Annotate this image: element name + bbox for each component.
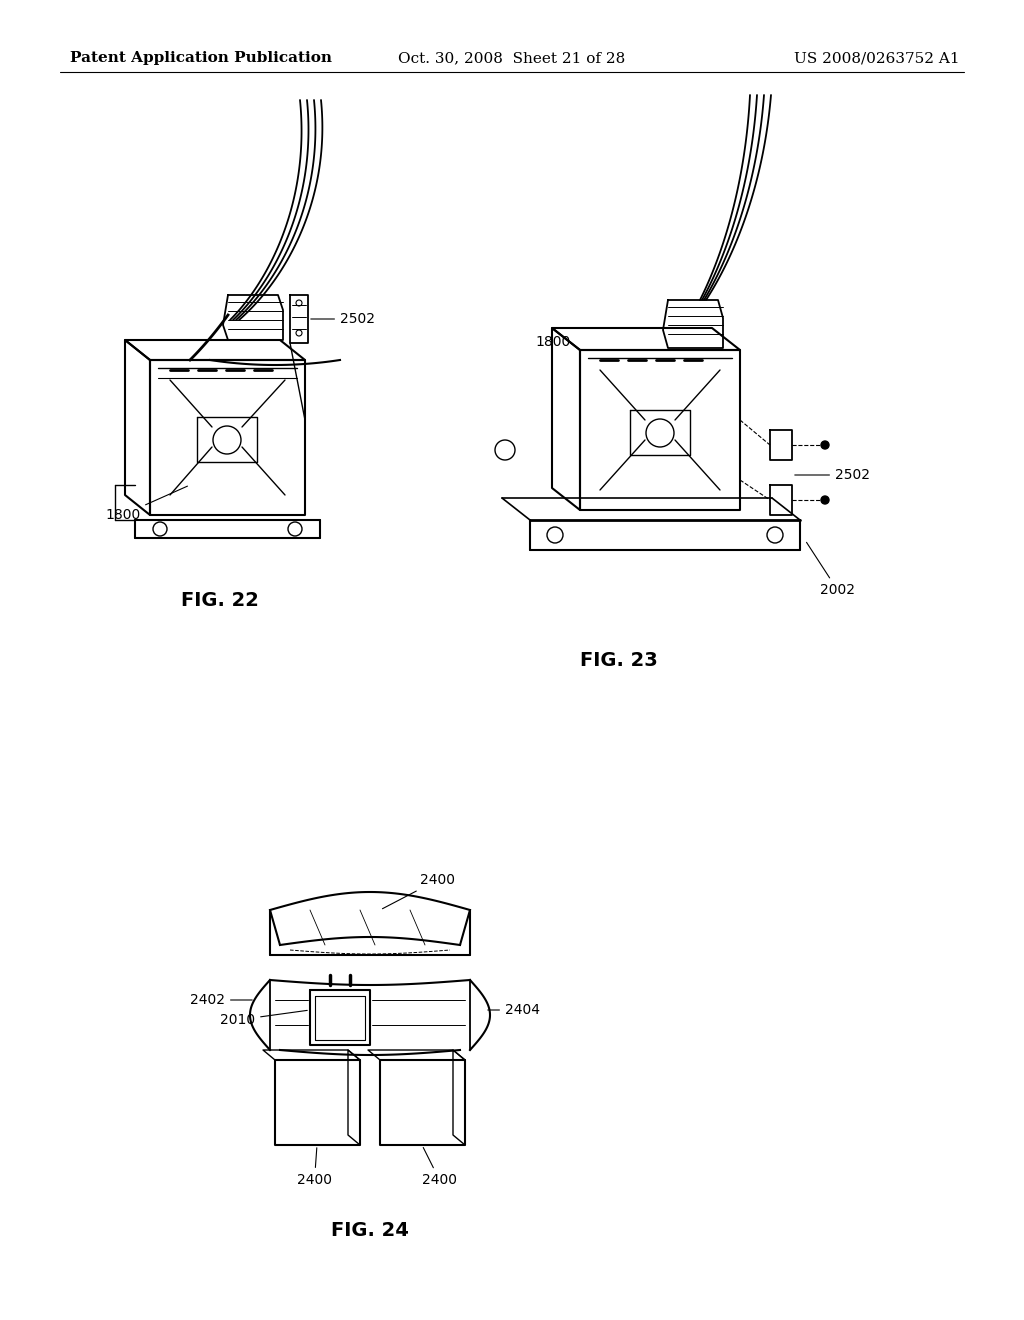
Text: Oct. 30, 2008  Sheet 21 of 28: Oct. 30, 2008 Sheet 21 of 28	[398, 51, 626, 65]
Text: 2404: 2404	[487, 1003, 540, 1016]
Text: 2400: 2400	[382, 873, 455, 908]
Text: US 2008/0263752 A1: US 2008/0263752 A1	[795, 51, 961, 65]
Text: 2502: 2502	[310, 312, 375, 326]
Text: 2400: 2400	[297, 1148, 332, 1187]
Text: 1800: 1800	[105, 486, 187, 521]
Circle shape	[821, 441, 829, 449]
Text: 2010: 2010	[220, 1010, 307, 1027]
Circle shape	[821, 496, 829, 504]
Text: FIG. 23: FIG. 23	[580, 651, 657, 669]
Text: 2502: 2502	[795, 469, 870, 482]
Text: 2402: 2402	[190, 993, 252, 1007]
Text: Patent Application Publication: Patent Application Publication	[70, 51, 332, 65]
Text: FIG. 22: FIG. 22	[181, 590, 259, 610]
Text: FIG. 24: FIG. 24	[331, 1221, 409, 1239]
Text: 1800: 1800	[535, 335, 570, 348]
Text: 2002: 2002	[807, 543, 855, 597]
Text: 2400: 2400	[422, 1147, 457, 1187]
